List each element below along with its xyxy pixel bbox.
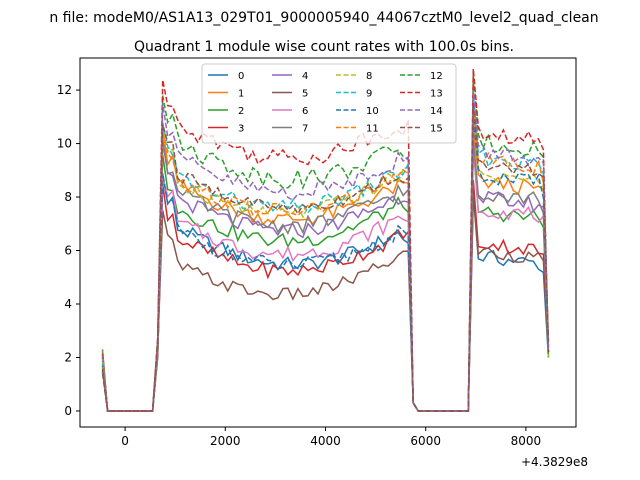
axes-frame (79, 57, 577, 428)
legend-label: 2 (238, 106, 244, 117)
legend-label: 3 (238, 124, 244, 135)
legend-label: 6 (302, 106, 308, 117)
legend-label: 12 (430, 71, 443, 82)
series-line-15 (101, 104, 550, 412)
series-line-6 (101, 143, 550, 412)
legend-label: 10 (366, 106, 379, 117)
y-tick-label: 10 (57, 137, 72, 151)
y-tick-label: 0 (64, 404, 72, 418)
legend-label: 8 (366, 71, 372, 82)
legend-label: 15 (430, 124, 443, 135)
series-line-2 (101, 144, 550, 412)
legend-label: 5 (302, 89, 308, 100)
series-line-7 (101, 140, 550, 412)
legend-label: 13 (430, 89, 443, 100)
series-line-1 (101, 125, 550, 412)
x-tick-label: 8000 (511, 434, 542, 448)
chart-title: Quadrant 1 module wise count rates with … (134, 39, 514, 55)
series-line-0 (101, 173, 550, 412)
legend-label: 14 (430, 106, 443, 117)
x-tick-label: 0 (121, 434, 129, 448)
plot-area (101, 68, 550, 412)
legend-label: 7 (302, 124, 308, 135)
y-tick-label: 6 (64, 244, 72, 258)
legend-label: 11 (366, 124, 379, 135)
legend-label: 9 (366, 89, 372, 100)
x-tick-label: 4000 (310, 434, 341, 448)
legend-label: 0 (238, 71, 244, 82)
series-line-4 (101, 139, 550, 412)
x-tick-label: 2000 (210, 434, 241, 448)
series-line-14 (101, 91, 550, 412)
legend-label: 1 (238, 89, 244, 100)
series-line-5 (101, 193, 550, 412)
y-tick-label: 4 (64, 297, 72, 311)
x-axis: 0 2000 4000 6000 8000 (121, 427, 541, 448)
x-tick-label: 6000 (410, 434, 441, 448)
series-line-3 (101, 180, 550, 412)
legend-box (201, 63, 457, 144)
y-tick-label: 8 (64, 190, 72, 204)
y-tick-label: 2 (64, 350, 72, 364)
y-tick-label: 12 (57, 83, 72, 97)
legend-label: 4 (302, 71, 308, 82)
figure-suptitle: n file: modeM0/AS1A13_029T01_9000005940_… (49, 10, 598, 26)
series-line-13 (101, 68, 550, 412)
y-axis: 0 2 4 6 8 10 12 (57, 83, 80, 418)
x-axis-offset-label: +4.3829e8 (521, 455, 588, 469)
